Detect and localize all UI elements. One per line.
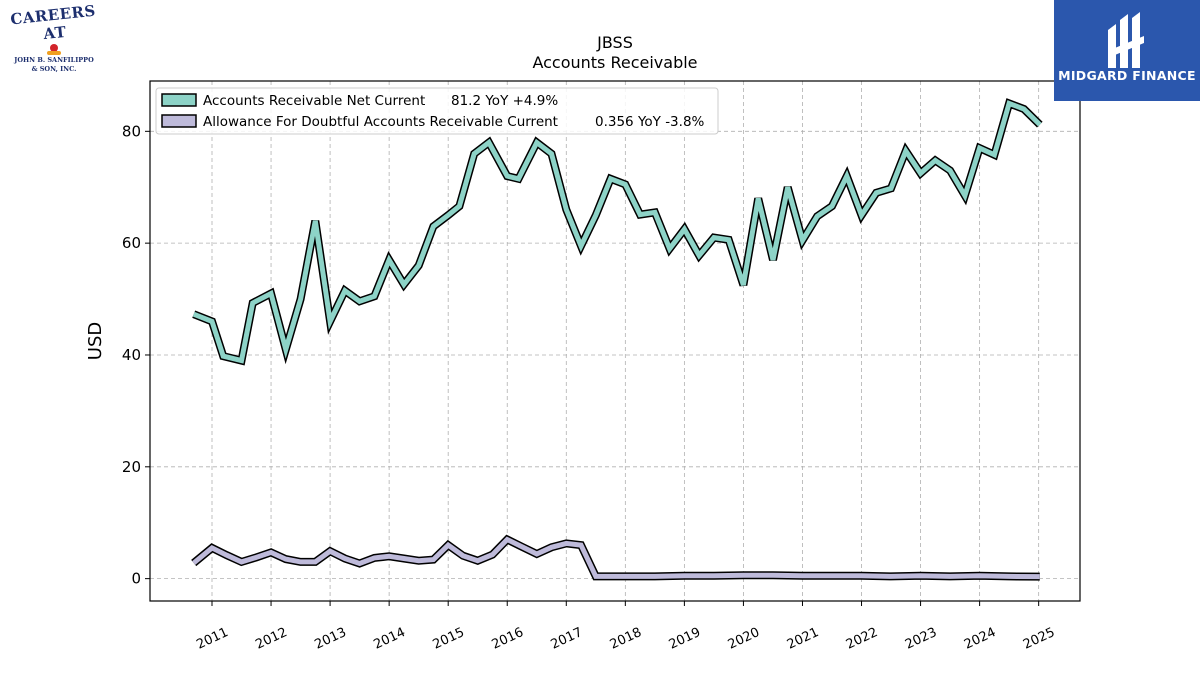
x-tick-label: 2016 — [490, 625, 526, 653]
careers-logo-title: CAREERS AT — [9, 1, 97, 44]
x-tick-label: 2014 — [372, 625, 408, 653]
x-tick-label: 2024 — [962, 625, 998, 653]
legend-swatch-receivable — [161, 93, 197, 107]
legend-box — [155, 87, 719, 135]
legend-swatch-allowance — [161, 114, 197, 128]
y-tick-label: 40 — [122, 346, 141, 364]
x-tick-label: 2013 — [312, 625, 348, 653]
legend-value-allowance: 0.356 YoY -3.8% — [595, 114, 705, 130]
chart-title: JBSS — [596, 33, 633, 52]
y-axis-label: USD — [85, 322, 106, 360]
x-tick-label: 2023 — [903, 625, 939, 653]
midgard-finance-name: MIDGARD FINANCE — [1058, 68, 1196, 83]
legend-label-allowance: Allowance For Doubtful Accounts Receivab… — [203, 114, 558, 130]
legend-value-receivable: 81.2 YoY +4.9% — [451, 93, 558, 109]
sunset-emblem-icon — [47, 44, 61, 56]
series-line-0 — [192, 100, 1042, 364]
series-lines — [191, 98, 1043, 581]
legend: Accounts Receivable Net Current 81.2 YoY… — [155, 87, 719, 135]
x-tick-label: 2021 — [785, 625, 821, 653]
x-tick-label: 2020 — [726, 625, 762, 653]
midgard-finance-logo: MIDGARD FINANCE — [1054, 0, 1200, 101]
x-tick-label: 2012 — [253, 625, 289, 653]
x-tick-label: 2025 — [1021, 625, 1057, 653]
y-tick-label: 0 — [131, 570, 141, 588]
y-tick-label: 80 — [122, 122, 141, 140]
plot-frame — [149, 80, 1081, 602]
chart-subtitle: Accounts Receivable — [532, 53, 697, 72]
x-tick-label: 2018 — [608, 625, 644, 653]
grid — [150, 81, 1080, 601]
x-tick-label: 2011 — [194, 625, 230, 653]
series-line-1 — [192, 536, 1040, 580]
x-tick-label: 2015 — [431, 625, 467, 653]
midgard-mark-icon — [1108, 12, 1144, 68]
legend-label-receivable: Accounts Receivable Net Current — [203, 93, 425, 109]
careers-logo-suffix: & SON, INC. — [31, 65, 77, 73]
x-tick-label: 2017 — [549, 625, 585, 653]
y-tick-label: 20 — [122, 458, 141, 476]
x-tick-label: 2022 — [844, 625, 880, 653]
y-tick-label: 60 — [122, 234, 141, 252]
careers-logo: CAREERS AT JOHN B. SANFILIPPO & SON, INC… — [4, 1, 104, 73]
series-outline-0 — [192, 98, 1043, 366]
careers-logo-company: JOHN B. SANFILIPPO — [14, 56, 94, 64]
x-tick-label: 2019 — [667, 625, 703, 653]
